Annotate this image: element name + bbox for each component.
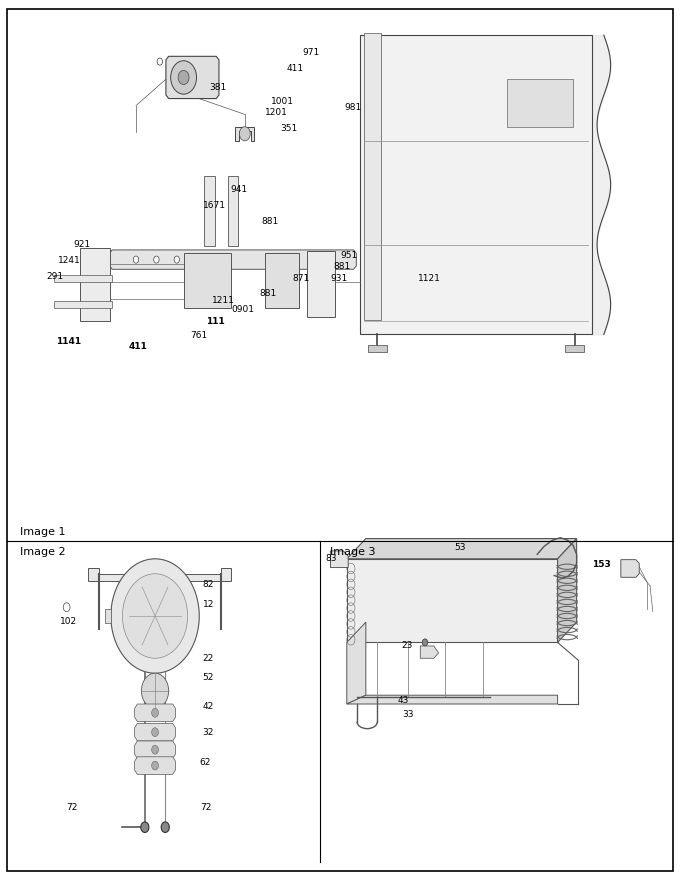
Circle shape: [422, 639, 428, 646]
Text: 291: 291: [46, 272, 63, 281]
Text: 1121: 1121: [418, 274, 441, 282]
Circle shape: [133, 256, 139, 263]
Bar: [507, 79, 573, 127]
Text: 881: 881: [262, 217, 279, 226]
Text: 1001: 1001: [271, 97, 294, 106]
Text: 971: 971: [303, 48, 320, 57]
Polygon shape: [347, 559, 558, 642]
Text: 52: 52: [203, 673, 214, 682]
Polygon shape: [420, 646, 439, 658]
Text: Image 1: Image 1: [20, 527, 66, 537]
Polygon shape: [360, 35, 592, 334]
Text: 72: 72: [201, 803, 212, 812]
Circle shape: [152, 708, 158, 717]
Text: 411: 411: [287, 64, 304, 73]
Text: Image 3: Image 3: [330, 547, 375, 557]
Polygon shape: [54, 301, 112, 308]
Text: 72: 72: [67, 803, 78, 812]
Text: 43: 43: [398, 696, 409, 705]
Polygon shape: [347, 695, 558, 704]
Polygon shape: [135, 704, 175, 722]
Text: 1671: 1671: [203, 201, 226, 209]
Text: 941: 941: [231, 185, 248, 194]
Circle shape: [239, 127, 250, 141]
Polygon shape: [109, 250, 356, 269]
Text: Image 2: Image 2: [20, 547, 66, 557]
Circle shape: [161, 822, 169, 832]
Polygon shape: [204, 176, 215, 246]
Text: 921: 921: [73, 240, 90, 249]
Circle shape: [152, 761, 158, 770]
Text: 1211: 1211: [212, 296, 235, 304]
Text: 102: 102: [60, 617, 77, 626]
Circle shape: [152, 745, 158, 754]
Text: 12: 12: [203, 600, 214, 609]
Polygon shape: [347, 539, 577, 559]
Polygon shape: [558, 539, 577, 642]
Circle shape: [63, 603, 70, 612]
Text: 1241: 1241: [58, 256, 80, 265]
Text: 981: 981: [344, 103, 361, 112]
Circle shape: [174, 256, 180, 263]
Text: 53: 53: [454, 543, 466, 552]
Polygon shape: [228, 176, 238, 246]
Bar: [364, 33, 381, 320]
Text: 83: 83: [325, 554, 337, 563]
Polygon shape: [347, 622, 366, 704]
Text: 42: 42: [203, 702, 214, 711]
Text: 1141: 1141: [56, 337, 82, 346]
Text: 33: 33: [402, 710, 413, 719]
Circle shape: [141, 673, 169, 708]
Polygon shape: [135, 741, 175, 759]
Text: 881: 881: [260, 289, 277, 297]
Text: 32: 32: [203, 728, 214, 737]
Polygon shape: [80, 248, 110, 321]
Text: 153: 153: [592, 561, 611, 569]
Polygon shape: [265, 253, 299, 308]
Circle shape: [141, 822, 149, 832]
Text: 871: 871: [292, 275, 309, 283]
Text: 111: 111: [206, 317, 225, 326]
Circle shape: [171, 61, 197, 94]
Polygon shape: [621, 560, 639, 577]
Text: 1201: 1201: [265, 108, 288, 117]
Text: 62: 62: [199, 759, 211, 767]
Polygon shape: [54, 275, 112, 282]
Text: 931: 931: [330, 275, 347, 283]
Text: 22: 22: [203, 654, 214, 663]
Polygon shape: [184, 253, 231, 308]
Polygon shape: [105, 609, 111, 623]
Text: 761: 761: [190, 331, 207, 340]
Text: 351: 351: [280, 124, 297, 133]
Text: 0901: 0901: [231, 305, 254, 314]
Text: 411: 411: [129, 342, 148, 351]
Circle shape: [157, 58, 163, 65]
Text: 381: 381: [209, 83, 226, 92]
Text: 23: 23: [401, 642, 413, 650]
Polygon shape: [166, 56, 219, 99]
Text: 82: 82: [203, 580, 214, 589]
Polygon shape: [235, 127, 254, 141]
Circle shape: [122, 574, 188, 658]
Circle shape: [152, 728, 158, 737]
Circle shape: [178, 70, 189, 84]
Polygon shape: [330, 551, 348, 568]
Polygon shape: [135, 723, 175, 741]
Text: 881: 881: [333, 262, 350, 271]
Circle shape: [154, 256, 159, 263]
Polygon shape: [307, 251, 335, 317]
Bar: [368, 345, 387, 352]
Text: 951: 951: [341, 251, 358, 260]
Circle shape: [111, 559, 199, 673]
Bar: [565, 345, 584, 352]
Polygon shape: [135, 757, 175, 774]
Polygon shape: [88, 568, 231, 581]
